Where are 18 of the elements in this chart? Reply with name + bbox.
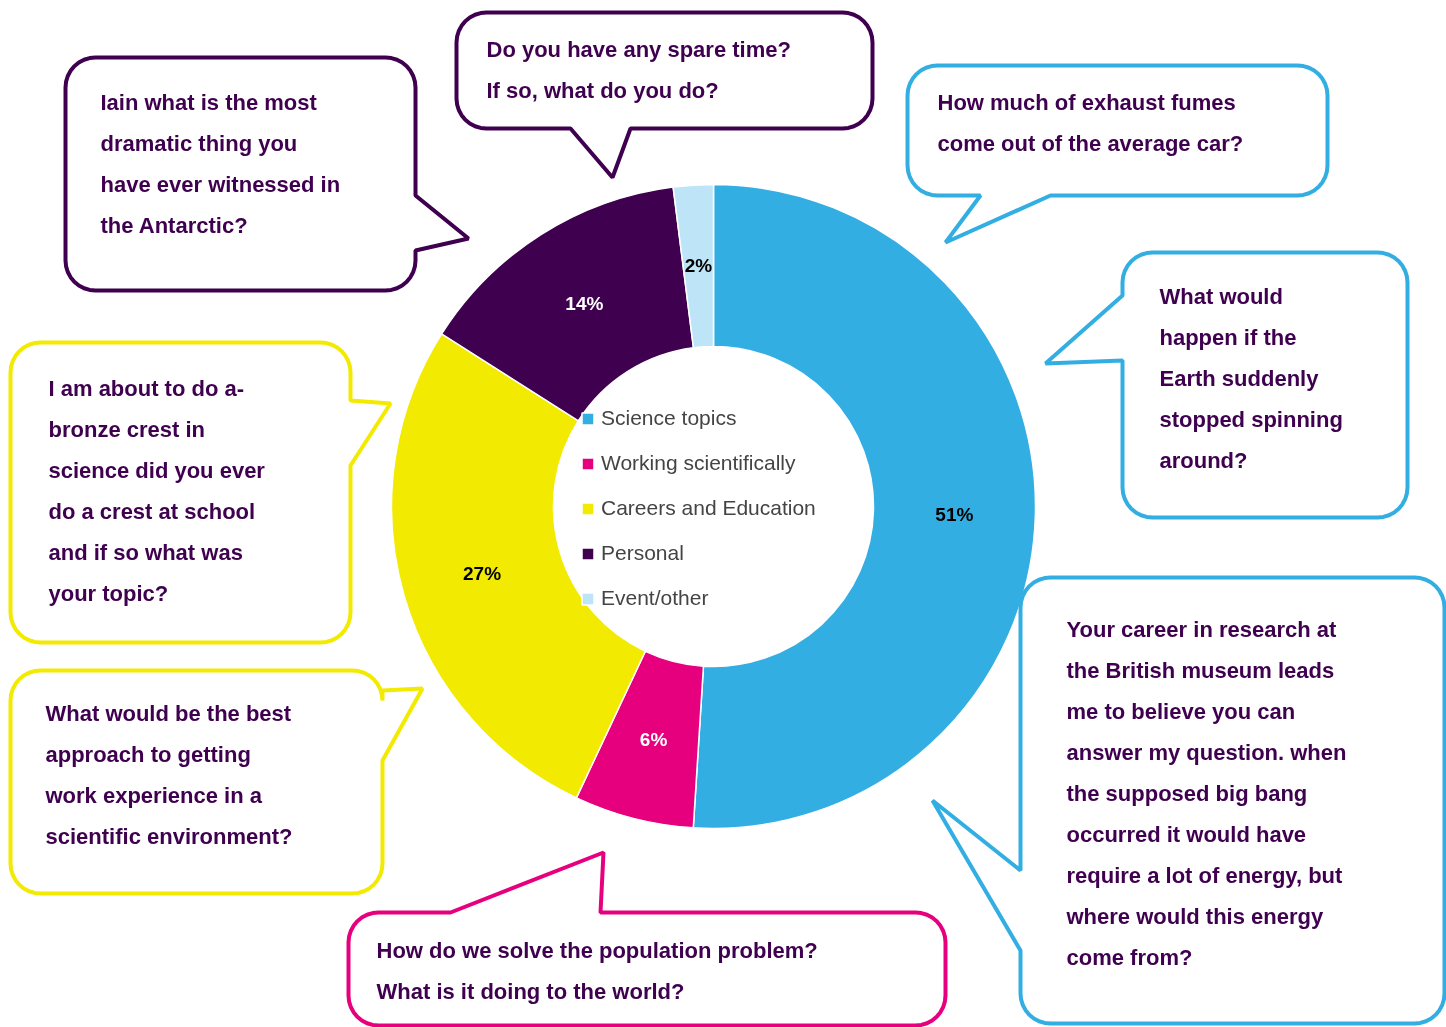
legend-label: Careers and Education <box>601 496 816 520</box>
text: I am about to do a- bronze crest in science did you ever do a crest at school and if so what was your topic? <box>48 376 266 606</box>
text: Iain what is the most dramatic thing you have ever witnessed in the Antarctic? <box>100 90 341 238</box>
legend-label: Event/other <box>601 586 709 610</box>
legend-label: Working scientifically <box>601 451 796 475</box>
data-label: 6% <box>639 729 668 751</box>
legend-label: Personal <box>601 541 684 565</box>
text: What would be the best approach to getting work experience in a scientific environment? <box>44 701 293 849</box>
text: What would happen if the Earth suddenly stopped spinning around? <box>1159 284 1343 473</box>
legend-label: Science topics <box>601 406 737 430</box>
data-label: 2% <box>684 255 713 277</box>
data-label: 51% <box>935 503 974 525</box>
text: Do you have any spare time? If so, what do you do? <box>486 37 791 103</box>
data-label: 14% <box>565 292 604 314</box>
data-label: 27% <box>463 563 502 585</box>
text: How much of exhaust fumes come out of the average car? <box>937 90 1244 156</box>
text: How do we solve the population problem? What is it doing to the world? <box>376 938 818 1004</box>
text: Your career in research at the British museum leads me to believe you can answer my question. when the supposed big bang occurred it would have require a lot of energy, but where would this energy come from? <box>1066 617 1347 970</box>
